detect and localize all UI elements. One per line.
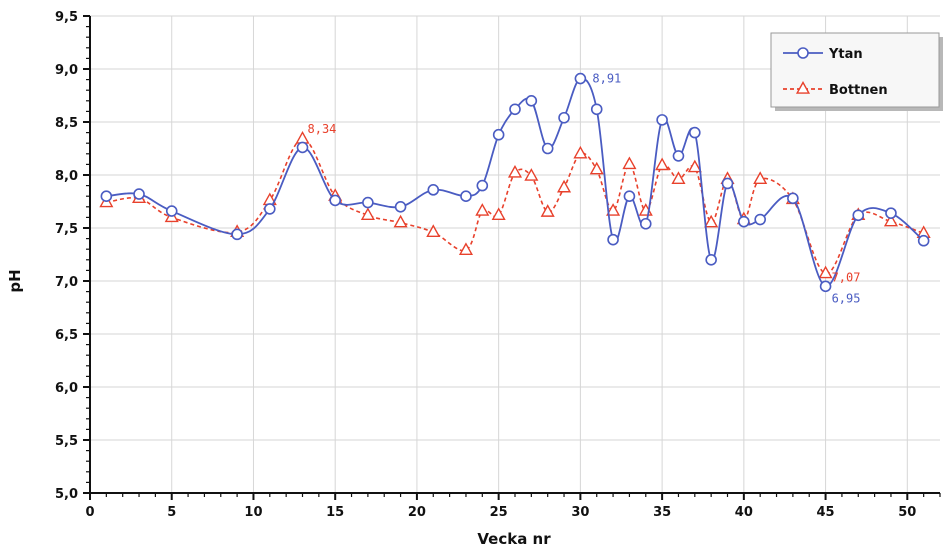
data-point-circle bbox=[133, 188, 145, 200]
x-tick-label: 0 bbox=[85, 505, 94, 520]
x-tick-label: 50 bbox=[898, 505, 916, 520]
data-point-triangle bbox=[458, 242, 474, 255]
data-point-triangle bbox=[524, 168, 539, 181]
data-point-circle bbox=[623, 190, 636, 202]
data-point-circle bbox=[362, 196, 374, 209]
axes bbox=[83, 15, 941, 500]
legend-items: Ytan Bottnen bbox=[783, 47, 888, 98]
data-point-circle bbox=[656, 114, 668, 126]
data-point-triangle bbox=[589, 161, 604, 175]
data-point-circle bbox=[590, 103, 603, 116]
y-tick-label: 7,5 bbox=[55, 222, 78, 237]
data-point-circle bbox=[574, 72, 587, 85]
x-tick-label: 5 bbox=[167, 505, 176, 520]
data-point-triangle bbox=[426, 224, 441, 237]
y-axis-title: pH bbox=[6, 269, 24, 292]
data-point-circle bbox=[607, 233, 619, 246]
data-point-circle bbox=[329, 194, 341, 207]
data-point-circle bbox=[476, 179, 489, 192]
data-point-circle bbox=[296, 141, 309, 154]
data-point-circle bbox=[541, 142, 554, 155]
x-tick-label: 40 bbox=[735, 505, 753, 520]
y-tick-label: 8,0 bbox=[55, 169, 78, 184]
y-tick-label: 5,0 bbox=[55, 487, 78, 502]
data-label: 8,91 bbox=[592, 72, 621, 86]
data-point-triangle bbox=[540, 204, 555, 217]
x-tick-label: 20 bbox=[408, 505, 426, 520]
data-labels: 8,34 8,91 7,07 6,95 bbox=[308, 72, 861, 306]
plot-series bbox=[99, 72, 931, 293]
data-point-circle bbox=[672, 150, 685, 162]
x-tick-label: 45 bbox=[817, 505, 835, 520]
data-point-triangle bbox=[753, 171, 768, 184]
legend-item-ytan: Ytan bbox=[783, 47, 863, 62]
y-tick-label: 6,5 bbox=[55, 328, 78, 343]
data-point-triangle bbox=[883, 213, 899, 227]
data-point-circle bbox=[738, 215, 750, 228]
data-label: 8,34 bbox=[308, 122, 337, 136]
y-tick-label: 8,5 bbox=[55, 116, 78, 131]
data-point-circle bbox=[427, 184, 440, 196]
data-label: 7,07 bbox=[832, 271, 861, 285]
legend-label: Ytan bbox=[828, 47, 863, 62]
legend: Ytan Bottnen bbox=[770, 32, 943, 111]
data-point-circle bbox=[231, 228, 243, 241]
y-tick-label: 6,0 bbox=[55, 381, 78, 396]
data-point-triangle bbox=[507, 164, 523, 178]
data-point-circle bbox=[819, 280, 832, 293]
data-point-circle bbox=[787, 192, 799, 205]
data-point-circle bbox=[492, 128, 505, 141]
data-point-triangle bbox=[655, 157, 670, 171]
series-ytan bbox=[100, 72, 930, 293]
x-tick-label: 35 bbox=[653, 505, 671, 520]
series-line bbox=[106, 138, 924, 275]
data-point-circle bbox=[264, 203, 276, 215]
data-point-circle bbox=[852, 209, 865, 222]
y-tick-label: 9,5 bbox=[55, 10, 78, 25]
data-point-triangle bbox=[475, 203, 490, 216]
data-point-circle bbox=[100, 190, 113, 202]
data-point-circle bbox=[394, 201, 407, 213]
data-point-circle bbox=[689, 126, 701, 139]
y-tick-label: 7,0 bbox=[55, 275, 78, 290]
data-point-triangle bbox=[556, 179, 572, 193]
x-tick-label: 25 bbox=[490, 505, 508, 520]
data-point-circle bbox=[460, 190, 472, 202]
data-point-triangle bbox=[671, 171, 686, 184]
legend-item-bottnen: Bottnen bbox=[783, 81, 888, 98]
data-point-circle bbox=[885, 207, 897, 219]
data-point-circle bbox=[721, 177, 734, 190]
x-tick-label: 30 bbox=[571, 505, 589, 520]
series-bottnen bbox=[99, 131, 931, 279]
data-point-triangle bbox=[687, 159, 702, 173]
data-point-circle bbox=[754, 213, 766, 226]
y-tick-label: 9,0 bbox=[55, 63, 78, 78]
data-point-triangle bbox=[360, 207, 375, 221]
data-point-triangle bbox=[622, 156, 637, 170]
data-point-circle bbox=[705, 253, 717, 266]
data-point-triangle bbox=[704, 214, 719, 228]
legend-label: Bottnen bbox=[829, 83, 888, 98]
legend-box bbox=[770, 32, 940, 108]
data-point-triangle bbox=[818, 265, 833, 279]
x-tick-label: 15 bbox=[326, 505, 344, 520]
data-point-circle bbox=[558, 111, 570, 124]
legend-marker-triangle bbox=[795, 81, 811, 94]
data-point-triangle bbox=[606, 203, 621, 216]
data-point-circle bbox=[639, 217, 652, 230]
data-point-triangle bbox=[491, 207, 506, 221]
x-tick-label: 10 bbox=[244, 505, 262, 520]
y-tick-label: 5,5 bbox=[55, 434, 78, 449]
legend-marker-circle bbox=[797, 47, 809, 59]
data-point-circle bbox=[165, 205, 178, 217]
data-point-triangle bbox=[393, 214, 408, 228]
data-point-triangle bbox=[573, 145, 588, 159]
data-label: 6,95 bbox=[832, 291, 861, 305]
data-point-circle bbox=[917, 234, 930, 247]
tick-labels: 0 5 10 15 20 25 30 35 40 45 50 5,0 5,5 6,0 6,5 7,0 7,5 8,… bbox=[55, 10, 916, 520]
data-point-circle bbox=[509, 103, 521, 116]
x-axis-title: Vecka nr bbox=[477, 530, 551, 548]
data-point-circle bbox=[525, 95, 538, 107]
